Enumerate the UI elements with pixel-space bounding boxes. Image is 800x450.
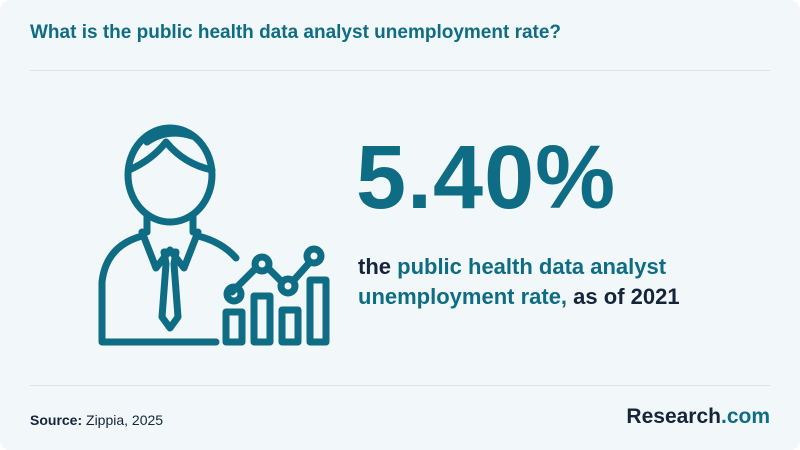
- brand-suffix: .com: [720, 405, 770, 428]
- stat-description-highlight: public health data analyst unemployment …: [358, 254, 667, 309]
- top-divider: [30, 70, 770, 71]
- brand-logo: Research.com: [626, 405, 770, 429]
- bottom-divider: [30, 385, 770, 386]
- person-with-growth-chart-icon: [98, 124, 330, 346]
- stat-description-suffix: as of 2021: [573, 284, 680, 309]
- stat-value: 5.40%: [356, 128, 617, 228]
- stat-description-prefix: the: [358, 254, 391, 279]
- brand-name: Research: [626, 405, 721, 428]
- page-title: What is the public health data analyst u…: [30, 22, 562, 43]
- stat-description: the public health data analyst unemploym…: [358, 252, 758, 312]
- source-citation: Source: Zippia, 2025: [30, 412, 163, 428]
- source-value: Zippia, 2025: [86, 412, 164, 428]
- source-label: Source:: [30, 412, 83, 428]
